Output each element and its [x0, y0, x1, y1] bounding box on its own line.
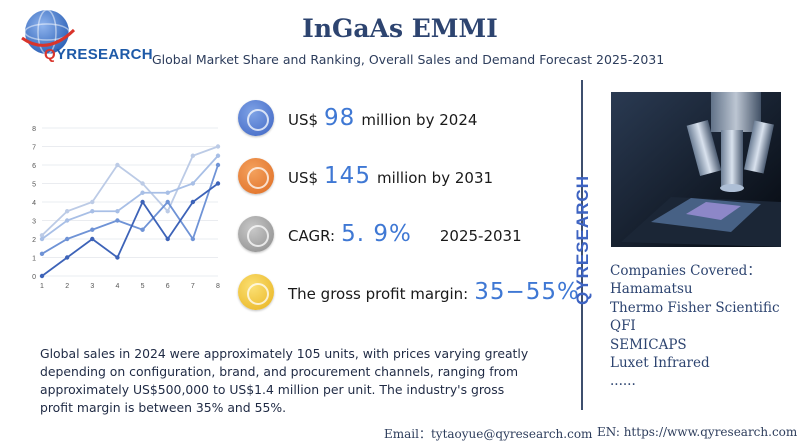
data-point [190, 199, 196, 205]
y-tick-label: 0 [32, 274, 36, 281]
data-point [90, 199, 95, 205]
data-point [115, 162, 120, 168]
y-tick-label: 4 [32, 200, 36, 207]
series-line [41, 145, 219, 236]
data-point [64, 218, 70, 223]
y-tick-label: 1 [32, 256, 36, 263]
data-point [90, 227, 95, 232]
x-tick-label: 8 [216, 283, 220, 290]
x-tick-label: 6 [166, 283, 170, 290]
data-point [64, 209, 70, 214]
stat-period: 2025-2031 [439, 227, 522, 245]
data-point [115, 209, 120, 214]
data-point [39, 251, 45, 256]
x-tick-label: 5 [141, 283, 145, 290]
page-title: InGaAs EMMI [302, 14, 498, 43]
x-tick-label: 3 [90, 283, 94, 290]
logo: QYRESEARCH [14, 8, 154, 66]
y-tick-label: 6 [32, 163, 36, 170]
data-point [165, 209, 170, 214]
data-point [215, 144, 221, 149]
stat-prefix: US$ [288, 169, 319, 187]
data-point [215, 162, 221, 168]
microscope-photo [611, 92, 781, 247]
data-point [64, 255, 70, 260]
data-point [140, 227, 145, 232]
data-point [165, 236, 170, 242]
logo-text: QYRESEARCH [44, 46, 153, 63]
qyr-badge-icon [238, 100, 274, 136]
series-line [41, 155, 219, 240]
stat-value: 35−55% [474, 279, 580, 305]
stat-cagr: CAGR: 5. 9% 2025-2031 [238, 214, 522, 254]
company-item: QFI [610, 318, 636, 335]
stat-label: The gross profit margin: [288, 285, 469, 303]
data-point [140, 199, 145, 205]
vertical-brand: QYRESEARCH [573, 175, 592, 305]
stat-sales-2024: US$ 98 million by 2024 [238, 98, 477, 138]
x-tick-label: 7 [191, 283, 195, 290]
data-point [215, 181, 221, 186]
footer-email: Email：tytaoyue@qyresearch.com [384, 427, 593, 441]
data-point [39, 236, 45, 242]
series-line [41, 164, 219, 255]
y-tick-label: 2 [32, 237, 36, 244]
data-point [165, 199, 170, 205]
data-point [115, 255, 120, 260]
stat-suffix: million by 2031 [376, 169, 494, 187]
qyr-badge-icon [238, 158, 274, 194]
data-point [90, 209, 95, 214]
data-point [165, 190, 170, 195]
company-item: ...... [610, 373, 636, 390]
data-point [190, 236, 196, 242]
company-item: SEMICAPS [610, 336, 687, 353]
stat-prefix: US$ [288, 111, 319, 129]
market-description: Global sales in 2024 were approximately … [40, 346, 529, 415]
y-tick-label: 8 [32, 126, 36, 133]
vertical-divider [581, 80, 583, 410]
stat-sales-2031: US$ 145 million by 2031 [238, 156, 493, 196]
data-point [140, 181, 145, 186]
data-point [39, 233, 45, 238]
x-tick-label: 2 [65, 283, 69, 290]
x-tick-label: 4 [115, 283, 119, 290]
qyr-badge-icon [238, 216, 274, 252]
stat-value: 5. 9% [341, 221, 412, 247]
company-item: Thermo Fisher Scientific [610, 299, 780, 316]
y-tick-label: 3 [32, 219, 36, 226]
company-item: Luxet Infrared [610, 355, 710, 372]
stat-value: 98 [324, 105, 356, 131]
qyr-badge-icon [238, 274, 274, 310]
data-point [64, 236, 70, 242]
stat-label: CAGR: [288, 227, 336, 245]
data-point [190, 153, 196, 158]
stat-gross-margin: The gross profit margin: 35−55% [238, 272, 586, 312]
stat-suffix: million by 2024 [361, 111, 478, 129]
data-point [140, 190, 145, 195]
data-point [215, 153, 221, 158]
series-line [41, 182, 219, 277]
y-tick-label: 5 [32, 182, 36, 189]
page-subtitle: Global Market Share and Ranking, Overall… [152, 52, 665, 67]
microscope-icon [611, 92, 781, 247]
y-tick-label: 7 [32, 145, 36, 152]
companies-list: Companies Covered： Hamamatsu Thermo Fish… [610, 262, 780, 391]
logo-globe-icon [21, 9, 76, 55]
x-tick-label: 1 [40, 283, 44, 290]
data-point [115, 218, 120, 223]
data-point [190, 181, 196, 186]
stat-value: 145 [324, 163, 371, 189]
companies-heading: Companies Covered： [610, 263, 761, 279]
footer-website: EN: https://www.qyresearch.com [597, 425, 798, 439]
data-point [39, 273, 45, 279]
company-item: Hamamatsu [610, 281, 693, 298]
data-point [90, 236, 95, 242]
